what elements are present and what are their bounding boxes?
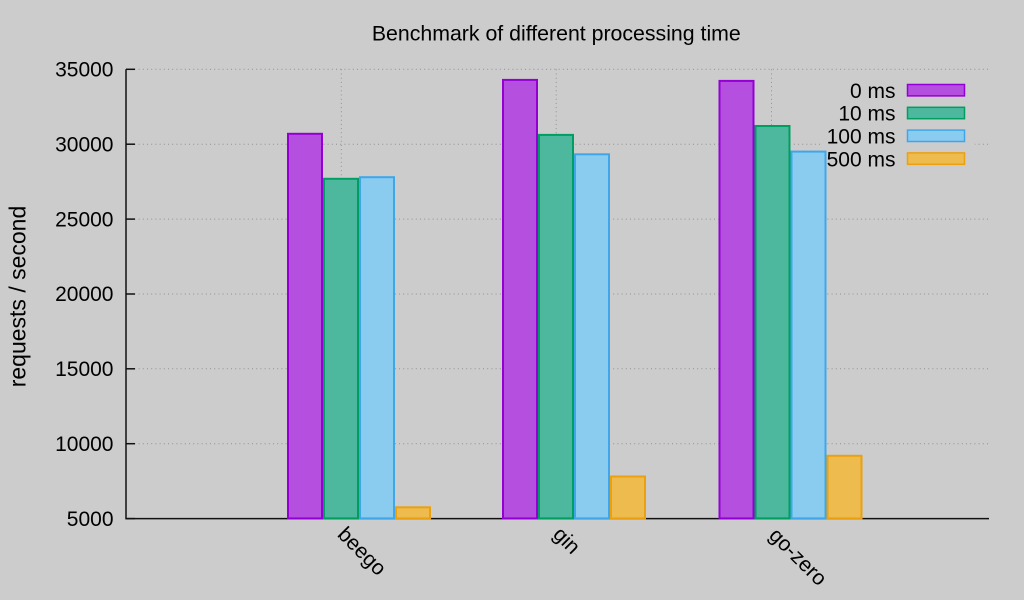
svg-text:20000: 20000 [55,283,113,306]
svg-text:500 ms: 500 ms [827,148,896,171]
svg-text:25000: 25000 [55,208,113,231]
svg-text:100 ms: 100 ms [827,126,896,149]
svg-text:5000: 5000 [67,508,114,531]
svg-text:15000: 15000 [55,358,113,381]
svg-text:Benchmark of different process: Benchmark of different processing time [372,22,741,46]
svg-text:requests / second: requests / second [5,206,31,388]
svg-text:35000: 35000 [55,59,113,82]
svg-text:10 ms: 10 ms [838,103,895,126]
svg-text:0 ms: 0 ms [850,80,896,103]
svg-text:30000: 30000 [55,133,113,156]
svg-text:10000: 10000 [55,433,113,456]
